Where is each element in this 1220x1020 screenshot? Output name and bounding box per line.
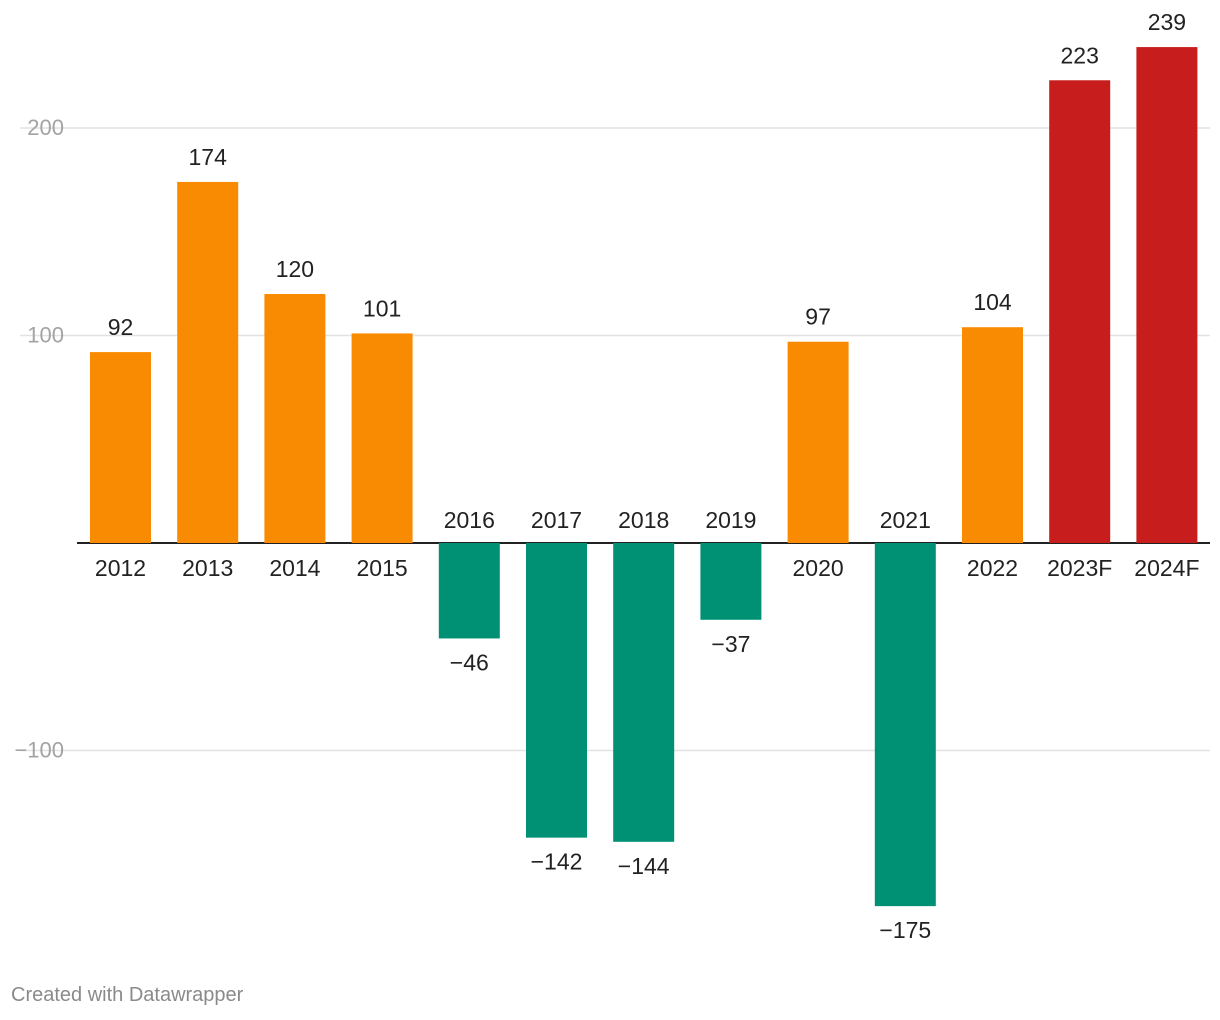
category-label-2015: 2015 <box>357 555 408 581</box>
category-label-2019: 2019 <box>705 507 756 533</box>
value-label-2022: 104 <box>973 289 1012 315</box>
value-label-2021: −175 <box>879 917 931 943</box>
category-label-2018: 2018 <box>618 507 669 533</box>
value-label-2023F: 223 <box>1061 42 1099 68</box>
bar-2024F <box>1136 47 1198 543</box>
y-tick-label: 200 <box>27 115 64 140</box>
category-label-2017: 2017 <box>531 507 582 533</box>
bar-2017 <box>526 543 587 838</box>
value-label-2019: −37 <box>711 631 750 657</box>
value-label-2017: −142 <box>531 849 583 875</box>
y-tick-label: −100 <box>14 738 64 763</box>
bar-2022 <box>962 327 1023 543</box>
bar-2019 <box>700 543 762 620</box>
category-label-2021: 2021 <box>880 507 931 533</box>
value-label-2015: 101 <box>363 295 401 321</box>
bar-2020 <box>787 341 849 543</box>
y-tick-label: 100 <box>27 323 64 348</box>
bar-2014 <box>264 294 326 543</box>
value-label-2014: 120 <box>276 256 314 282</box>
bar-2012 <box>90 352 151 543</box>
category-label-2013: 2013 <box>182 555 233 581</box>
labels-layer: 2012 92 2013 174 2014 120 2015 101 2016 −46 2017 −1… <box>95 9 1200 943</box>
bar-2015 <box>351 333 413 543</box>
value-label-2024F: 239 <box>1148 9 1186 35</box>
value-label-2020: 97 <box>805 304 831 330</box>
category-label-2016: 2016 <box>444 507 495 533</box>
bar-2018 <box>613 543 675 842</box>
value-label-2018: −144 <box>618 853 670 879</box>
datawrapper-credit: Created with Datawrapper <box>11 984 244 1006</box>
value-label-2016: −46 <box>450 649 489 675</box>
bar-2013 <box>177 181 239 543</box>
category-label-2020: 2020 <box>793 555 844 581</box>
value-label-2012: 92 <box>108 314 134 340</box>
category-label-2023F: 2023F <box>1047 555 1112 581</box>
category-label-2024F: 2024F <box>1134 555 1199 581</box>
bar-2021 <box>874 543 936 907</box>
bar-2016 <box>438 543 500 639</box>
category-label-2022: 2022 <box>967 555 1018 581</box>
bar-2023F <box>1049 80 1111 544</box>
value-label-2013: 174 <box>189 144 228 170</box>
bars-layer <box>90 47 1198 907</box>
category-label-2014: 2014 <box>269 555 320 581</box>
category-label-2012: 2012 <box>95 555 146 581</box>
